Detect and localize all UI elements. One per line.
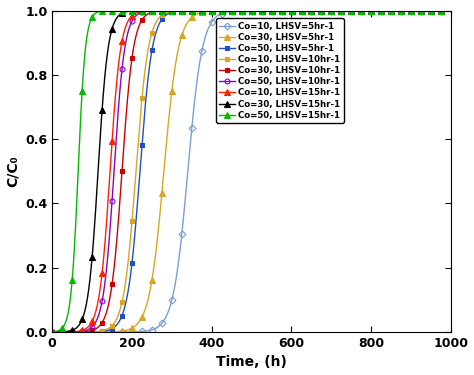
Line: Co=50, LHSV=5hr-1: Co=50, LHSV=5hr-1 bbox=[50, 8, 453, 334]
Co=50, LHSV=5hr-1 bbox=[363, 8, 368, 13]
Co=30, LHSV=15hr-1 bbox=[219, 8, 225, 13]
Co=10, LHSV=10hr-1 bbox=[49, 330, 55, 334]
Co=30, LHSV=5hr-1 bbox=[397, 8, 403, 13]
Co=10, LHSV=15hr-1 bbox=[397, 8, 403, 13]
Co=50, LHSV=10hr-1 bbox=[440, 8, 446, 13]
Co=10, LHSV=15hr-1 bbox=[202, 8, 208, 13]
Co=30, LHSV=10hr-1 bbox=[95, 326, 100, 330]
Co=30, LHSV=10hr-1 bbox=[49, 330, 55, 334]
Co=10, LHSV=10hr-1 bbox=[118, 303, 124, 307]
Co=30, LHSV=15hr-1 bbox=[202, 8, 208, 13]
Co=50, LHSV=10hr-1 bbox=[397, 8, 403, 13]
Co=50, LHSV=10hr-1 bbox=[95, 315, 100, 320]
Co=30, LHSV=5hr-1 bbox=[118, 329, 124, 333]
Co=30, LHSV=10hr-1 bbox=[219, 8, 225, 13]
Co=50, LHSV=5hr-1 bbox=[397, 8, 403, 13]
Co=10, LHSV=5hr-1 bbox=[443, 8, 449, 13]
Co=50, LHSV=5hr-1 bbox=[202, 8, 208, 13]
Co=50, LHSV=15hr-1 bbox=[209, 8, 214, 13]
Co=10, LHSV=15hr-1 bbox=[49, 330, 55, 334]
Co=50, LHSV=5hr-1 bbox=[49, 330, 55, 334]
Line: Co=30, LHSV=10hr-1: Co=30, LHSV=10hr-1 bbox=[50, 8, 453, 334]
Line: Co=50, LHSV=10hr-1: Co=50, LHSV=10hr-1 bbox=[50, 8, 453, 334]
Line: Co=30, LHSV=5hr-1: Co=30, LHSV=5hr-1 bbox=[49, 8, 454, 335]
Co=50, LHSV=10hr-1 bbox=[307, 8, 312, 13]
Co=30, LHSV=5hr-1 bbox=[219, 8, 225, 13]
Legend: Co=10, LHSV=5hr-1, Co=30, LHSV=5hr-1, Co=50, LHSV=5hr-1, Co=10, LHSV=10hr-1, Co=: Co=10, LHSV=5hr-1, Co=30, LHSV=5hr-1, Co… bbox=[216, 18, 344, 123]
Co=30, LHSV=10hr-1 bbox=[397, 8, 403, 13]
Co=10, LHSV=5hr-1 bbox=[202, 35, 208, 40]
Co=10, LHSV=10hr-1 bbox=[95, 329, 100, 334]
Co=30, LHSV=10hr-1 bbox=[202, 8, 208, 13]
Co=10, LHSV=5hr-1 bbox=[448, 8, 454, 13]
Co=50, LHSV=10hr-1 bbox=[49, 330, 55, 334]
Co=30, LHSV=15hr-1 bbox=[448, 8, 454, 13]
Co=50, LHSV=10hr-1 bbox=[448, 8, 454, 13]
Co=50, LHSV=10hr-1 bbox=[219, 8, 225, 13]
Co=30, LHSV=10hr-1 bbox=[448, 8, 454, 13]
Co=10, LHSV=15hr-1 bbox=[440, 8, 446, 13]
Co=10, LHSV=15hr-1 bbox=[219, 8, 225, 13]
Co=50, LHSV=15hr-1 bbox=[49, 330, 55, 334]
Co=30, LHSV=5hr-1 bbox=[440, 8, 446, 13]
Co=30, LHSV=15hr-1 bbox=[95, 175, 100, 180]
Co=50, LHSV=15hr-1 bbox=[202, 8, 208, 13]
Co=30, LHSV=5hr-1 bbox=[428, 8, 433, 13]
Line: Co=10, LHSV=15hr-1: Co=10, LHSV=15hr-1 bbox=[49, 8, 454, 335]
Co=10, LHSV=5hr-1 bbox=[95, 330, 100, 334]
Co=50, LHSV=15hr-1 bbox=[95, 10, 100, 14]
Co=50, LHSV=15hr-1 bbox=[448, 8, 454, 13]
Co=30, LHSV=10hr-1 bbox=[440, 8, 446, 13]
Co=50, LHSV=15hr-1 bbox=[440, 8, 446, 13]
Line: Co=30, LHSV=15hr-1: Co=30, LHSV=15hr-1 bbox=[49, 8, 454, 335]
Line: Co=10, LHSV=5hr-1: Co=10, LHSV=5hr-1 bbox=[50, 8, 453, 334]
Co=50, LHSV=5hr-1 bbox=[448, 8, 454, 13]
Co=30, LHSV=10hr-1 bbox=[328, 8, 334, 13]
Co=30, LHSV=5hr-1 bbox=[202, 9, 208, 14]
Co=30, LHSV=5hr-1 bbox=[95, 330, 100, 334]
Co=10, LHSV=10hr-1 bbox=[397, 8, 403, 13]
Co=50, LHSV=5hr-1 bbox=[219, 8, 225, 13]
Co=30, LHSV=15hr-1 bbox=[397, 8, 403, 13]
Line: Co=50, LHSV=15hr-1: Co=50, LHSV=15hr-1 bbox=[49, 8, 454, 335]
Co=50, LHSV=15hr-1 bbox=[118, 8, 124, 13]
Co=10, LHSV=10hr-1 bbox=[440, 8, 446, 13]
Co=50, LHSV=5hr-1 bbox=[440, 8, 446, 13]
Co=10, LHSV=5hr-1 bbox=[397, 8, 403, 13]
Line: Co=10, LHSV=10hr-1: Co=10, LHSV=10hr-1 bbox=[50, 8, 453, 334]
Co=10, LHSV=5hr-1 bbox=[440, 8, 446, 13]
Co=30, LHSV=15hr-1 bbox=[118, 11, 124, 16]
Co=10, LHSV=10hr-1 bbox=[448, 8, 454, 13]
Co=10, LHSV=5hr-1 bbox=[49, 330, 55, 334]
Co=50, LHSV=5hr-1 bbox=[95, 330, 100, 334]
Co=10, LHSV=10hr-1 bbox=[219, 8, 225, 13]
Co=50, LHSV=5hr-1 bbox=[118, 315, 124, 320]
Co=10, LHSV=5hr-1 bbox=[118, 330, 124, 334]
Co=50, LHSV=10hr-1 bbox=[118, 73, 124, 78]
Co=30, LHSV=5hr-1 bbox=[448, 8, 454, 13]
Co=10, LHSV=15hr-1 bbox=[302, 8, 308, 13]
Co=50, LHSV=10hr-1 bbox=[202, 8, 208, 13]
Co=10, LHSV=15hr-1 bbox=[95, 301, 100, 306]
Co=10, LHSV=15hr-1 bbox=[448, 8, 454, 13]
X-axis label: Time, (h): Time, (h) bbox=[216, 356, 287, 369]
Y-axis label: C/C₀: C/C₀ bbox=[6, 156, 19, 187]
Co=50, LHSV=15hr-1 bbox=[219, 8, 225, 13]
Co=30, LHSV=5hr-1 bbox=[49, 330, 55, 334]
Co=50, LHSV=15hr-1 bbox=[397, 8, 403, 13]
Co=30, LHSV=10hr-1 bbox=[118, 178, 124, 183]
Co=30, LHSV=15hr-1 bbox=[49, 330, 55, 334]
Co=30, LHSV=15hr-1 bbox=[440, 8, 446, 13]
Co=30, LHSV=15hr-1 bbox=[278, 8, 284, 13]
Co=10, LHSV=15hr-1 bbox=[118, 42, 124, 47]
Co=10, LHSV=5hr-1 bbox=[219, 11, 225, 15]
Co=10, LHSV=10hr-1 bbox=[202, 8, 208, 13]
Co=10, LHSV=10hr-1 bbox=[358, 8, 364, 13]
